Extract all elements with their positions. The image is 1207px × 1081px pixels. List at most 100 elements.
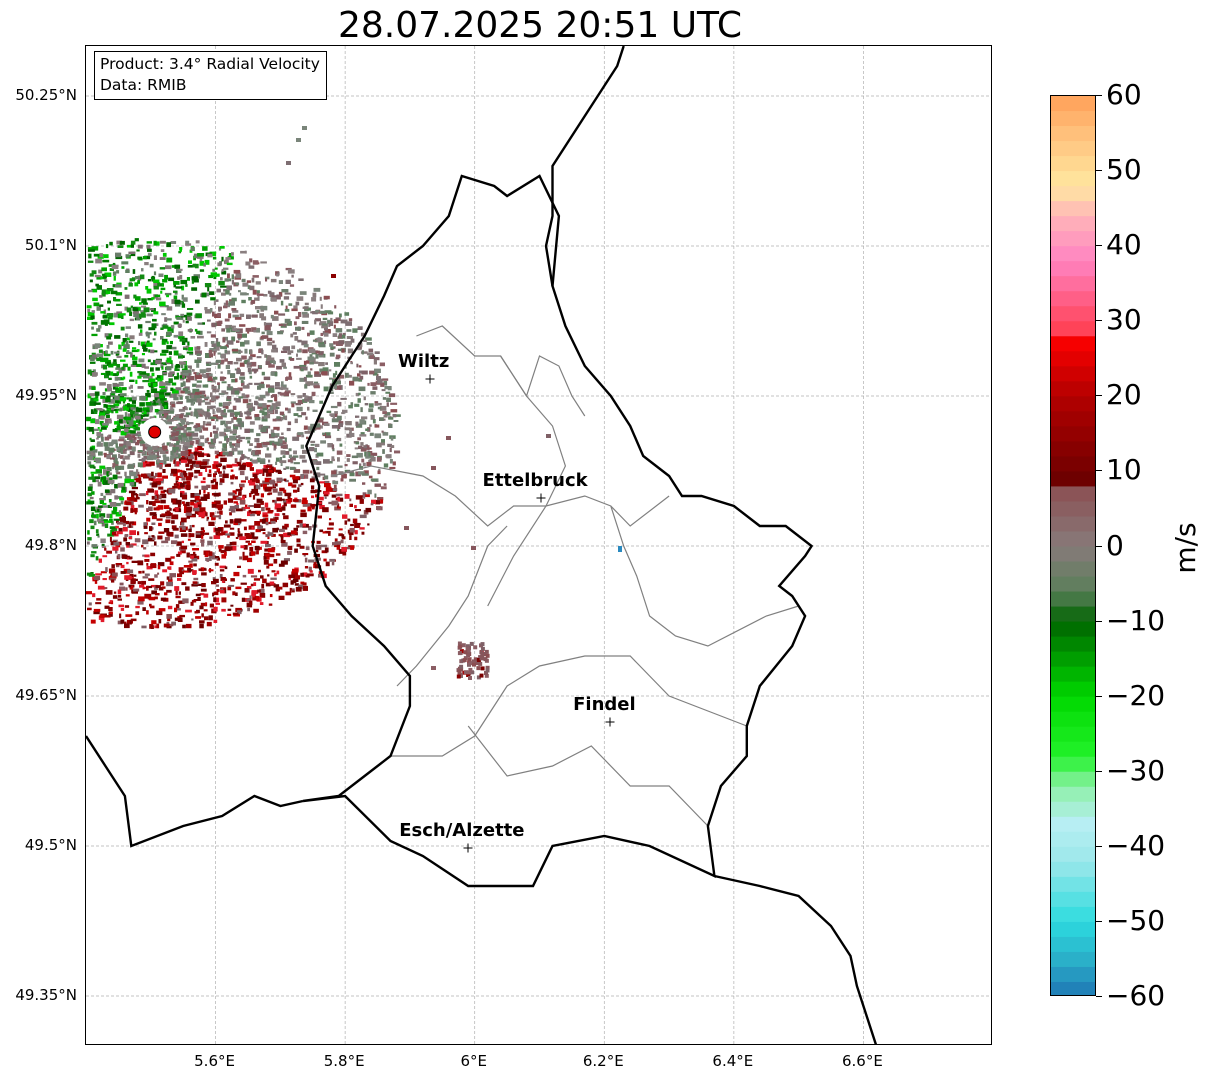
echo-pixel xyxy=(249,458,253,462)
echo-pixel xyxy=(221,381,227,384)
echo-pixel xyxy=(103,254,109,259)
echo-pixel xyxy=(238,290,241,293)
echo-pixel xyxy=(161,586,166,589)
echo-pixel xyxy=(259,546,262,550)
echo-pixel xyxy=(291,274,294,278)
echo-pixel xyxy=(175,364,181,368)
echo-pixel xyxy=(142,444,147,450)
echo-pixel xyxy=(151,516,157,520)
echo-pixel xyxy=(213,273,220,277)
echo-pixel xyxy=(241,278,246,283)
echo-pixel xyxy=(304,384,308,389)
echo-pixel xyxy=(248,382,253,385)
echo-pixel xyxy=(342,409,348,413)
echo-pixel xyxy=(119,420,127,424)
echo-pixel xyxy=(340,539,344,544)
echo-pixel xyxy=(160,493,167,499)
echo-pixel xyxy=(112,463,119,468)
echo-pixel xyxy=(111,410,114,414)
echo-pixel xyxy=(125,326,131,329)
echo-pixel xyxy=(264,354,267,358)
echo-pixel xyxy=(281,506,286,511)
echo-pixel xyxy=(125,542,130,546)
echo-pixel xyxy=(136,439,142,444)
echo-pixel xyxy=(225,300,228,306)
echo-pixel xyxy=(180,545,188,550)
echo-pixel xyxy=(191,276,197,281)
echo-pixel xyxy=(173,393,177,398)
echo-pixel xyxy=(200,480,206,484)
echo-pixel xyxy=(185,369,192,373)
echo-pixel xyxy=(149,308,155,311)
echo-pixel xyxy=(216,511,221,514)
echo-pixel xyxy=(304,557,308,563)
echo-pixel xyxy=(229,512,232,516)
echo-pixel xyxy=(125,333,129,338)
echo-pixel xyxy=(185,501,190,507)
echo-pixel xyxy=(254,493,260,496)
echo-pixel xyxy=(98,415,103,420)
echo-pixel xyxy=(254,545,260,551)
echo-pixel xyxy=(298,312,302,317)
echo-pixel xyxy=(303,360,307,366)
echo-pixel xyxy=(146,241,152,244)
echo-pixel xyxy=(160,336,164,340)
echo-pixel xyxy=(227,535,230,538)
echo-pixel xyxy=(240,480,246,483)
echo-pixel xyxy=(166,581,173,587)
echo-pixel xyxy=(342,514,348,519)
echo-pixel xyxy=(224,350,231,355)
echo-pixel xyxy=(191,599,197,603)
echo-pixel xyxy=(476,661,480,666)
echo-pixel xyxy=(166,318,172,321)
echo-pixel xyxy=(187,308,194,310)
echo-pixel xyxy=(148,501,156,505)
echo-pixel xyxy=(239,411,242,414)
echo-pixel xyxy=(205,602,208,607)
echo-pixel xyxy=(203,396,210,399)
echo-pixel xyxy=(116,564,120,568)
echo-pixel xyxy=(456,674,461,679)
echo-pixel xyxy=(218,247,222,251)
echo-pixel xyxy=(221,580,225,583)
echo-pixel xyxy=(177,573,183,578)
echo-pixel xyxy=(167,419,174,422)
echo-pixel xyxy=(207,373,213,378)
colorbar-band xyxy=(1051,246,1095,262)
echo-pixel xyxy=(218,471,222,474)
echo-pixel xyxy=(141,414,145,418)
echo-pixel xyxy=(190,499,197,502)
echo-pixel xyxy=(379,417,384,421)
echo-pixel xyxy=(114,421,119,425)
echo-pixel xyxy=(141,411,147,415)
echo-pixel xyxy=(129,379,135,382)
echo-pixel xyxy=(178,457,186,462)
echo-pixel xyxy=(98,558,102,563)
echo-pixel xyxy=(185,432,192,435)
echo-pixel xyxy=(249,349,253,355)
echo-pixel xyxy=(164,592,168,596)
echo-pixel xyxy=(292,455,299,458)
echo-pixel xyxy=(321,325,328,329)
echo-pixel xyxy=(96,432,102,437)
echo-pixel xyxy=(119,436,125,440)
echo-pixel xyxy=(125,416,132,421)
echo-pixel xyxy=(244,428,250,433)
colorbar-band xyxy=(1051,501,1095,518)
echo-pixel xyxy=(283,532,290,538)
echo-pixel xyxy=(217,352,221,355)
echo-pixel xyxy=(101,273,106,276)
echo-pixel xyxy=(137,371,142,374)
echo-pixel xyxy=(332,480,339,485)
echo-pixel xyxy=(332,416,335,420)
echo-pixel xyxy=(141,451,146,455)
echo-pixel xyxy=(473,657,478,662)
lon-tick-label: 6.6°E xyxy=(842,1052,883,1070)
echo-pixel xyxy=(324,329,331,334)
echo-pixel xyxy=(246,280,251,283)
echo-pixel xyxy=(275,409,278,414)
echo-pixel xyxy=(298,278,304,281)
echo-pixel xyxy=(187,265,193,268)
echo-pixel xyxy=(114,395,120,401)
echo-pixel xyxy=(380,486,387,490)
